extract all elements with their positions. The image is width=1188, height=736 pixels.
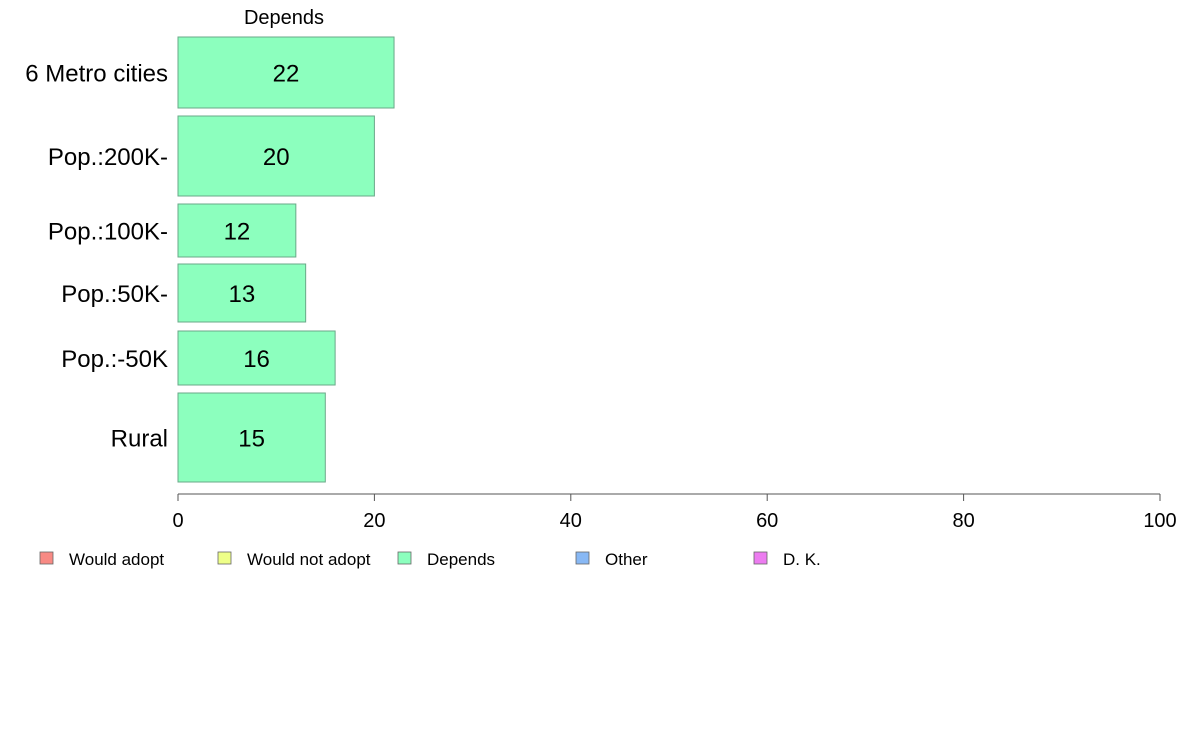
bar-pop-50k: [177, 330, 336, 386]
bar-pop-100k: [177, 203, 297, 258]
category-label-pop-100k: Pop.:100K-: [48, 219, 168, 246]
category-label-pop-200k: Pop.:200K-: [48, 144, 168, 171]
x-tick-label-100: 100: [1143, 510, 1176, 532]
bar-value-pop-50k: 16: [243, 346, 270, 373]
legend-swatch-other: [575, 551, 590, 565]
bar-pop-200k: [177, 115, 375, 197]
legend-label-would-not-adopt: Would not adopt: [247, 550, 371, 569]
legend: Would adopt Would not adopt Depends Other D.…: [39, 550, 821, 569]
category-label-rural: Rural: [111, 426, 168, 453]
category-labels: 6 Metro cities Pop.:200K- Pop.:100K- Pop.:5…: [25, 61, 168, 453]
bar-rural: [177, 392, 326, 483]
category-label-6-metro-cities: 6 Metro cities: [25, 61, 168, 88]
legend-swatch-would-not-adopt: [217, 551, 232, 565]
bar-6-metro-cities: [177, 36, 395, 109]
x-tick-label-20: 20: [363, 510, 385, 532]
category-label-pop-50k: Pop.:-50K: [61, 346, 168, 373]
chart-title: Depends: [244, 7, 324, 29]
legend-swatch-depends: [397, 551, 412, 565]
bar-value-6-metro-cities: 22: [273, 61, 300, 88]
category-label-pop-50k: Pop.:50K-: [61, 281, 168, 308]
legend-swatch-d-k: [753, 551, 768, 565]
bar-value-pop-200k: 20: [263, 144, 290, 171]
bar-value-pop-100k: 12: [224, 219, 251, 246]
legend-label-other: Other: [605, 550, 648, 569]
bar-pop-50k: [177, 263, 307, 323]
bars-group: 22 20 12 13 16 15: [177, 36, 395, 483]
legend-label-would-adopt: Would adopt: [69, 550, 164, 569]
x-tick-label-80: 80: [952, 510, 974, 532]
bar-value-pop-50k: 13: [228, 281, 255, 308]
x-tick-label-40: 40: [560, 510, 582, 532]
legend-label-depends: Depends: [427, 550, 495, 569]
x-axis: 0 20 40 60 80 100: [172, 493, 1177, 532]
legend-swatch-would-adopt: [39, 551, 54, 565]
legend-label-d-k: D. K.: [783, 550, 821, 569]
bar-value-rural: 15: [238, 426, 265, 453]
x-tick-label-0: 0: [172, 510, 183, 532]
x-tick-label-60: 60: [756, 510, 778, 532]
